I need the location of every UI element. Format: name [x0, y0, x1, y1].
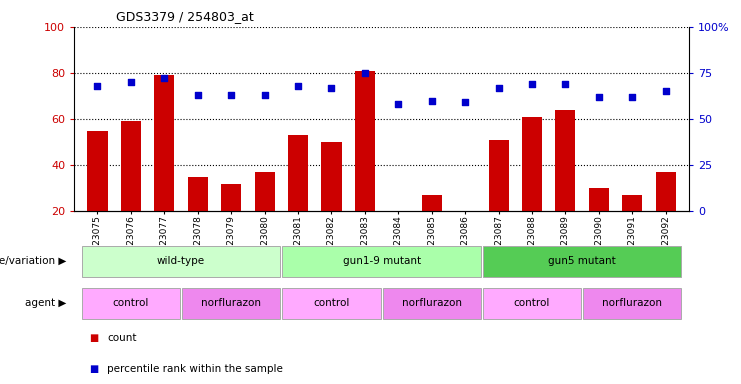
Point — [325, 84, 337, 91]
Point — [125, 79, 137, 85]
Point — [192, 92, 204, 98]
Bar — [182, 288, 280, 319]
Point — [659, 88, 671, 94]
Point — [626, 94, 638, 100]
Bar — [622, 195, 642, 211]
Point — [159, 75, 170, 81]
Point — [459, 99, 471, 106]
Text: control: control — [113, 298, 149, 308]
Bar — [382, 288, 481, 319]
Bar — [82, 246, 280, 276]
Bar — [583, 288, 682, 319]
Text: gun5 mutant: gun5 mutant — [548, 256, 616, 266]
Point — [593, 94, 605, 100]
Point — [493, 84, 505, 91]
Bar — [87, 131, 107, 211]
Text: percentile rank within the sample: percentile rank within the sample — [107, 364, 283, 374]
Bar — [187, 177, 207, 211]
Bar — [282, 246, 481, 276]
Text: gun1-9 mutant: gun1-9 mutant — [342, 256, 421, 266]
Bar — [282, 288, 381, 319]
Bar — [483, 288, 581, 319]
Text: norflurazon: norflurazon — [402, 298, 462, 308]
Text: GDS3379 / 254803_at: GDS3379 / 254803_at — [116, 10, 254, 23]
Text: genotype/variation ▶: genotype/variation ▶ — [0, 256, 67, 266]
Bar — [355, 71, 375, 211]
Text: wild-type: wild-type — [157, 256, 205, 266]
Bar — [154, 75, 174, 211]
Point — [393, 101, 405, 108]
Bar — [322, 142, 342, 211]
Bar — [488, 140, 508, 211]
Bar — [288, 135, 308, 211]
Point — [92, 83, 104, 89]
Text: agent ▶: agent ▶ — [25, 298, 67, 308]
Text: control: control — [313, 298, 350, 308]
Point — [359, 70, 370, 76]
Point — [292, 83, 304, 89]
Text: norflurazon: norflurazon — [202, 298, 261, 308]
Text: norflurazon: norflurazon — [602, 298, 662, 308]
Bar — [589, 188, 609, 211]
Text: count: count — [107, 333, 137, 343]
Text: ■: ■ — [89, 333, 98, 343]
Text: ■: ■ — [89, 364, 98, 374]
Bar — [255, 172, 275, 211]
Bar — [556, 110, 576, 211]
Point — [225, 92, 237, 98]
Bar — [483, 246, 682, 276]
Bar — [522, 117, 542, 211]
Bar — [656, 172, 676, 211]
Bar — [82, 288, 180, 319]
Point — [559, 81, 571, 87]
Text: control: control — [514, 298, 551, 308]
Bar — [221, 184, 242, 211]
Bar — [121, 121, 141, 211]
Bar — [422, 195, 442, 211]
Point — [526, 81, 538, 87]
Point — [259, 92, 270, 98]
Point — [426, 98, 438, 104]
